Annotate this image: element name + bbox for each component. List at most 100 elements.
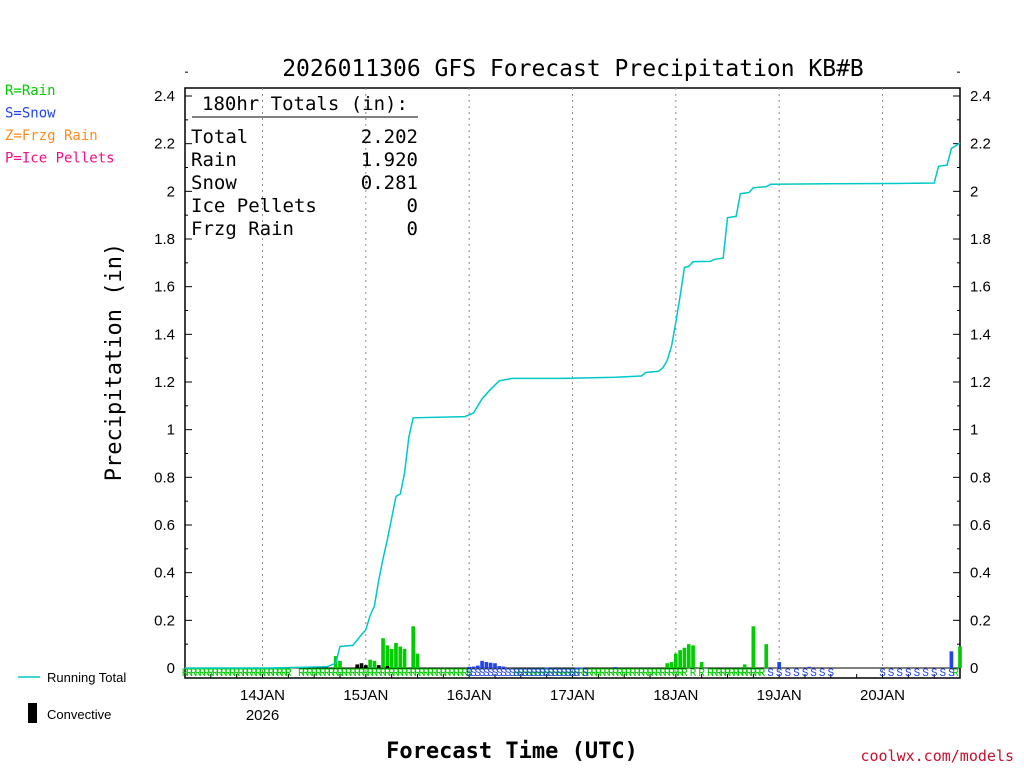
ptype-rain-mark: R: [586, 668, 593, 680]
ptype-rain-mark: R: [195, 668, 202, 680]
ptype-rain-mark: R: [578, 668, 585, 680]
ptype-rain-mark: R: [264, 668, 271, 680]
ptype-rain-mark: R: [513, 668, 520, 680]
ptype-snow-mark: S: [879, 668, 886, 680]
totals-rows: Total 2.202 Rain 1.920 Snow 0.281 Ice Pellets 0…: [191, 126, 418, 240]
day-gridlines: [185, 88, 960, 678]
ptype-snow-mark: S: [922, 668, 929, 680]
snow-bar: [807, 666, 812, 668]
y-tick-label: 0.4: [154, 565, 175, 582]
rain-bar: [674, 653, 678, 668]
ptype-rain-mark: R: [233, 668, 240, 680]
ptype-rain-mark: R: [746, 668, 753, 680]
ptype-snow-mark: S: [496, 668, 503, 680]
ptype-rain-mark: R: [401, 668, 408, 680]
ptype-rain-mark: R: [724, 668, 731, 680]
ptype-rain-mark: R: [604, 668, 611, 680]
ptype-snow-mark: S: [784, 668, 791, 680]
y-tick-label-right: 0.6: [970, 517, 991, 534]
ptype-snow-mark: S: [479, 668, 486, 680]
y-tick-label: 0.2: [154, 612, 175, 629]
ptype-rain-mark: R: [453, 668, 460, 680]
ptype-rain-mark: R: [410, 668, 417, 680]
ptype-rain-mark: R: [668, 668, 675, 680]
ptype-rain-mark: R: [246, 668, 253, 680]
ptype-rain-mark: R: [582, 668, 589, 680]
ptype-rain-mark: R: [591, 668, 598, 680]
ptype-snow-mark: S: [509, 668, 516, 680]
ptype-snow-mark: S: [810, 668, 817, 680]
ptype-snow-mark: S: [505, 668, 512, 680]
ptype-rain-mark: R: [608, 668, 615, 680]
ptype-snow-mark: S: [939, 668, 946, 680]
rain-bar: [411, 626, 416, 668]
ptype-rain-mark: R: [466, 668, 473, 680]
rain-bar: [665, 663, 670, 668]
x-tick-label: 14JAN: [240, 687, 285, 704]
ptype-rain-mark: R: [268, 668, 275, 680]
totals-header: 180hr Totals (in):: [202, 93, 408, 115]
ptype-snow-mark: S: [543, 668, 550, 680]
ptype-rain-mark: R: [375, 668, 382, 680]
rain-bar: [678, 650, 682, 668]
ptype-rain-mark: R: [629, 668, 636, 680]
precip-bars: [333, 626, 962, 669]
rain-bar: [742, 664, 747, 668]
rain-bar: [402, 648, 407, 668]
y-tick-label-right: 0: [970, 660, 978, 677]
ptype-rain-mark: R: [518, 668, 525, 680]
ptype-rain-mark: R: [707, 668, 714, 680]
snow-bar: [484, 662, 489, 668]
ptype-rain-mark: R: [423, 668, 430, 680]
ptype-rain-mark: R: [208, 668, 215, 680]
ptype-rain-mark: R: [681, 668, 688, 680]
y-tick-label: 0: [167, 660, 175, 677]
ptype-rain-mark: R: [548, 668, 555, 680]
ptype-rain-mark: R: [625, 668, 632, 680]
y-tick-label-right: 2.4: [970, 88, 991, 105]
ptype-snow-mark: S: [513, 668, 520, 680]
ptype-rain-mark: R: [242, 668, 249, 680]
y-axis-label: Precipitation (in): [102, 243, 127, 481]
totals-row-label: Rain: [191, 149, 237, 171]
totals-row-label: Frzg Rain: [191, 218, 294, 240]
ptype-rain-mark: R: [203, 668, 210, 680]
convective-legend-label: Convective: [47, 707, 111, 722]
x-tick-sublabel: 2026: [246, 707, 279, 724]
ptype-snow-mark: S: [561, 668, 568, 680]
y-tick-label-right: 0.8: [970, 469, 991, 486]
ptype-rain-mark: R: [186, 668, 193, 680]
ptype-rain-mark: R: [741, 668, 748, 680]
ptype-rain-mark: R: [716, 668, 723, 680]
y-tick-label-right: 0.4: [970, 565, 991, 582]
ptype-snow-mark: S: [466, 668, 473, 680]
convective-bar: [355, 664, 360, 668]
totals-box: 180hr Totals (in): Total 2.202 Rain 1.920 Sn…: [191, 93, 418, 240]
ptype-rain-mark: R: [552, 668, 559, 680]
y-tick-label-right: 2.2: [970, 136, 991, 153]
ptype-snow-mark: S: [522, 668, 529, 680]
ptype-rain-mark: R: [259, 668, 266, 680]
snow-bar: [777, 662, 781, 668]
rain-bar: [764, 644, 769, 668]
x-axis-label: Forecast Time (UTC): [386, 739, 638, 764]
ptype-rain-mark: R: [677, 668, 684, 680]
rain-bar: [385, 645, 390, 668]
ptype-rain-mark: R: [328, 668, 335, 680]
ptype-rain-mark: R: [673, 668, 680, 680]
ptype-rain-mark: R: [307, 668, 314, 680]
ptype-snow-mark: S: [569, 668, 576, 680]
y-axis-right: 0 0.2 0.4 0.6 0.8 1 1.2 1.4 1.6 1.8 2 2.2 2.4: [953, 71, 991, 677]
ptype-rain-mark: R: [737, 668, 744, 680]
totals-row-value: 0: [407, 195, 418, 217]
ptype-snow-mark: S: [530, 668, 537, 680]
y-tick-label-right: 1.4: [970, 326, 991, 343]
ptype-rain-mark: R: [380, 668, 387, 680]
y-tick-label: 2.2: [154, 136, 175, 153]
ptype-rain-mark: R: [190, 668, 197, 680]
ptype-rain-mark: R: [272, 668, 279, 680]
ptype-rain-mark: R: [698, 668, 705, 680]
ptype-legend-item: P=Ice Pellets: [5, 151, 115, 167]
ptype-rain-mark: R: [259, 668, 266, 680]
